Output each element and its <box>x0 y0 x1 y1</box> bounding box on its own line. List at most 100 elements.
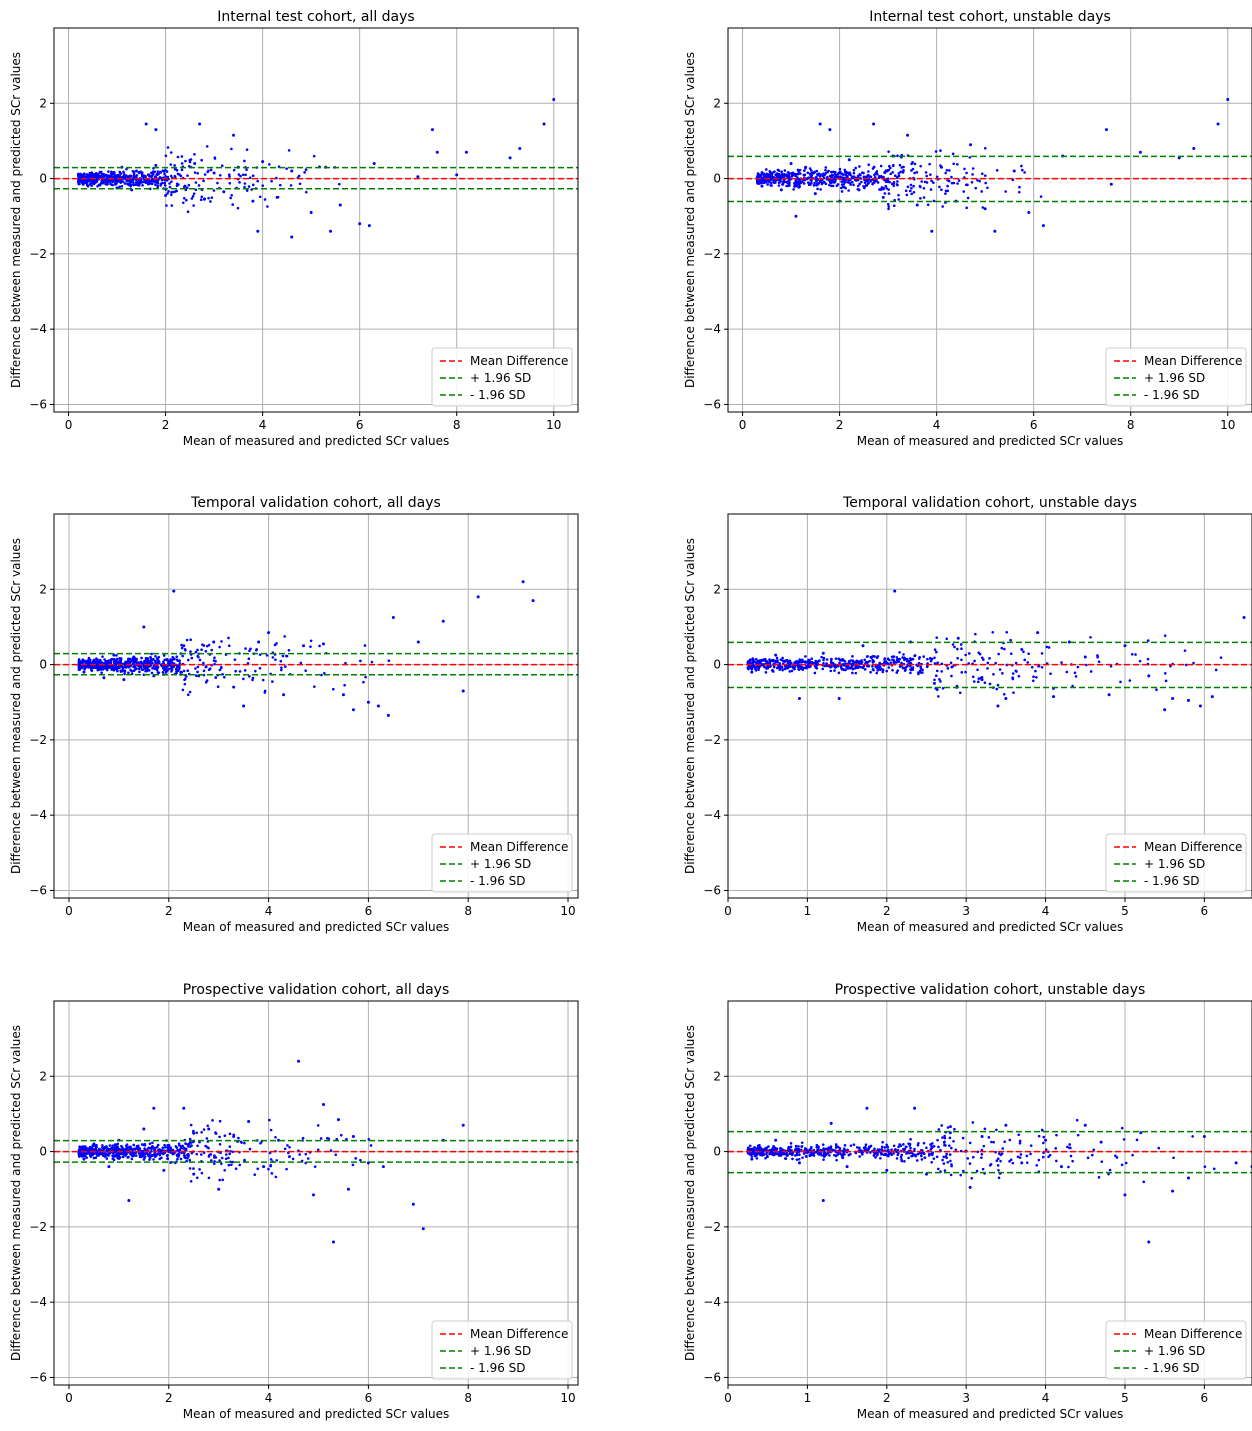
data-point <box>787 173 791 177</box>
data-point <box>1044 1138 1048 1142</box>
data-point <box>854 665 858 669</box>
data-point <box>185 186 189 190</box>
data-point <box>212 189 216 192</box>
y-tick-label: −6 <box>29 397 47 411</box>
y-tick-label: 0 <box>713 658 721 672</box>
data-point <box>797 1157 801 1161</box>
data-point <box>860 1150 863 1153</box>
data-point <box>200 1130 203 1134</box>
legend-label: Mean Difference <box>1144 354 1242 368</box>
data-point <box>180 162 184 165</box>
data-point <box>188 690 192 694</box>
data-point <box>855 1146 859 1149</box>
data-point <box>154 666 158 669</box>
data-point <box>761 180 765 184</box>
data-point <box>181 1147 185 1150</box>
data-point <box>1083 1123 1087 1127</box>
data-point <box>941 686 945 690</box>
data-point <box>1212 1167 1216 1171</box>
data-point <box>986 661 990 665</box>
data-point <box>200 158 203 162</box>
data-point <box>922 186 926 190</box>
y-tick-label: −4 <box>703 1295 721 1309</box>
data-point <box>175 184 179 188</box>
data-point <box>879 175 883 179</box>
data-point <box>850 665 854 668</box>
data-point <box>986 186 989 190</box>
data-point <box>1059 1165 1063 1169</box>
y-tick-label: 2 <box>39 1069 47 1083</box>
data-point <box>105 183 109 186</box>
data-point <box>917 671 920 674</box>
data-point <box>81 1154 84 1158</box>
data-point <box>461 689 465 693</box>
data-point <box>242 677 245 681</box>
data-point <box>829 669 833 673</box>
data-point <box>151 661 154 665</box>
data-point <box>316 1148 320 1152</box>
data-point <box>147 1153 151 1157</box>
data-point <box>82 1157 86 1161</box>
data-point <box>816 187 819 191</box>
data-point <box>267 631 271 635</box>
data-point <box>200 1171 204 1175</box>
data-point <box>298 182 302 186</box>
data-point <box>552 98 556 102</box>
data-point <box>784 1157 788 1160</box>
data-point <box>940 1124 944 1127</box>
data-point <box>980 675 984 679</box>
x-tick-label: 5 <box>1121 904 1129 918</box>
data-point <box>842 1151 845 1155</box>
data-point <box>175 665 179 669</box>
data-point <box>175 182 179 186</box>
data-point <box>848 666 852 670</box>
chart-title: Temporal validation cohort, all days <box>190 495 441 511</box>
data-point <box>78 1145 82 1149</box>
data-point <box>763 665 766 669</box>
data-point <box>98 1147 101 1151</box>
data-point <box>788 670 792 673</box>
x-tick-label: 4 <box>265 1391 273 1405</box>
data-point <box>220 1156 224 1160</box>
x-tick-label: 2 <box>165 1391 173 1405</box>
data-point <box>951 152 955 156</box>
data-point <box>941 205 944 208</box>
data-point <box>1035 675 1038 679</box>
data-point <box>222 190 226 194</box>
data-point <box>190 197 194 200</box>
data-point <box>207 1127 211 1131</box>
data-point <box>275 1159 279 1162</box>
data-point <box>1055 1159 1058 1163</box>
data-point <box>935 688 939 691</box>
data-point <box>895 661 898 664</box>
data-point <box>132 1148 136 1151</box>
data-point <box>809 1146 813 1150</box>
data-point <box>133 665 136 669</box>
data-point <box>92 1142 96 1146</box>
data-point <box>869 670 872 674</box>
data-point <box>946 184 949 188</box>
data-point <box>837 696 841 700</box>
data-point <box>132 181 135 185</box>
data-point <box>127 665 130 669</box>
data-point <box>1018 185 1021 189</box>
data-point <box>890 1148 893 1151</box>
data-point <box>779 177 783 180</box>
data-point <box>197 184 201 187</box>
data-point <box>847 181 850 184</box>
data-point <box>111 1144 114 1147</box>
data-point <box>1066 1145 1069 1149</box>
data-point <box>940 188 943 192</box>
data-point <box>991 630 995 634</box>
data-point <box>1076 1133 1080 1137</box>
data-point <box>764 168 768 171</box>
data-point <box>934 150 938 153</box>
data-point <box>256 179 259 183</box>
data-point <box>863 658 867 662</box>
data-point <box>129 660 132 664</box>
data-point <box>933 648 937 652</box>
y-tick-label: 2 <box>713 582 721 596</box>
data-point <box>887 192 891 195</box>
data-point <box>968 156 972 159</box>
data-point <box>198 1168 201 1171</box>
